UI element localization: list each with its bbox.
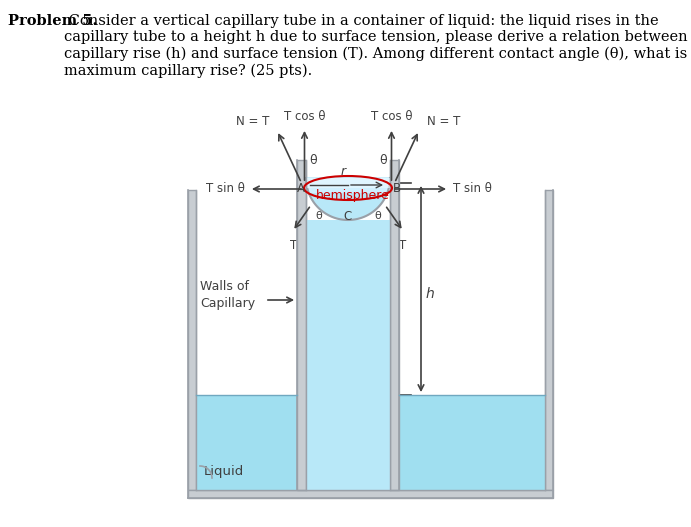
Text: T sin θ: T sin θ: [206, 182, 245, 196]
Text: θ: θ: [375, 211, 381, 221]
Text: Liquid: Liquid: [204, 465, 244, 478]
Text: T: T: [399, 239, 406, 252]
Text: T: T: [290, 239, 297, 252]
Text: h: h: [426, 287, 435, 301]
Text: T sin θ: T sin θ: [453, 182, 492, 196]
Text: T cos θ: T cos θ: [371, 110, 413, 123]
Text: hemisphere: hemisphere: [316, 190, 390, 202]
Text: Walls of
Capillary: Walls of Capillary: [200, 279, 255, 310]
Text: A: A: [297, 182, 305, 196]
Text: Problem 5.: Problem 5.: [8, 14, 97, 28]
Polygon shape: [545, 190, 553, 490]
Polygon shape: [390, 160, 399, 490]
Polygon shape: [297, 160, 306, 490]
Text: —: —: [353, 179, 363, 189]
Text: N = T: N = T: [236, 115, 269, 129]
Polygon shape: [306, 220, 390, 490]
Text: T cos θ: T cos θ: [284, 110, 325, 123]
Polygon shape: [306, 178, 390, 188]
Text: θ: θ: [315, 211, 322, 221]
Polygon shape: [196, 395, 297, 490]
Polygon shape: [306, 178, 390, 193]
Text: θ: θ: [379, 154, 386, 168]
Text: Consider a vertical capillary tube in a container of liquid: the liquid rises in: Consider a vertical capillary tube in a …: [64, 14, 691, 77]
Polygon shape: [306, 178, 390, 220]
Polygon shape: [188, 490, 553, 498]
Text: B: B: [393, 182, 401, 196]
Text: C: C: [344, 210, 352, 223]
Text: r: r: [341, 165, 346, 178]
Polygon shape: [188, 190, 196, 490]
Text: N = T: N = T: [427, 115, 460, 129]
Polygon shape: [399, 395, 545, 490]
Text: θ: θ: [310, 154, 317, 168]
